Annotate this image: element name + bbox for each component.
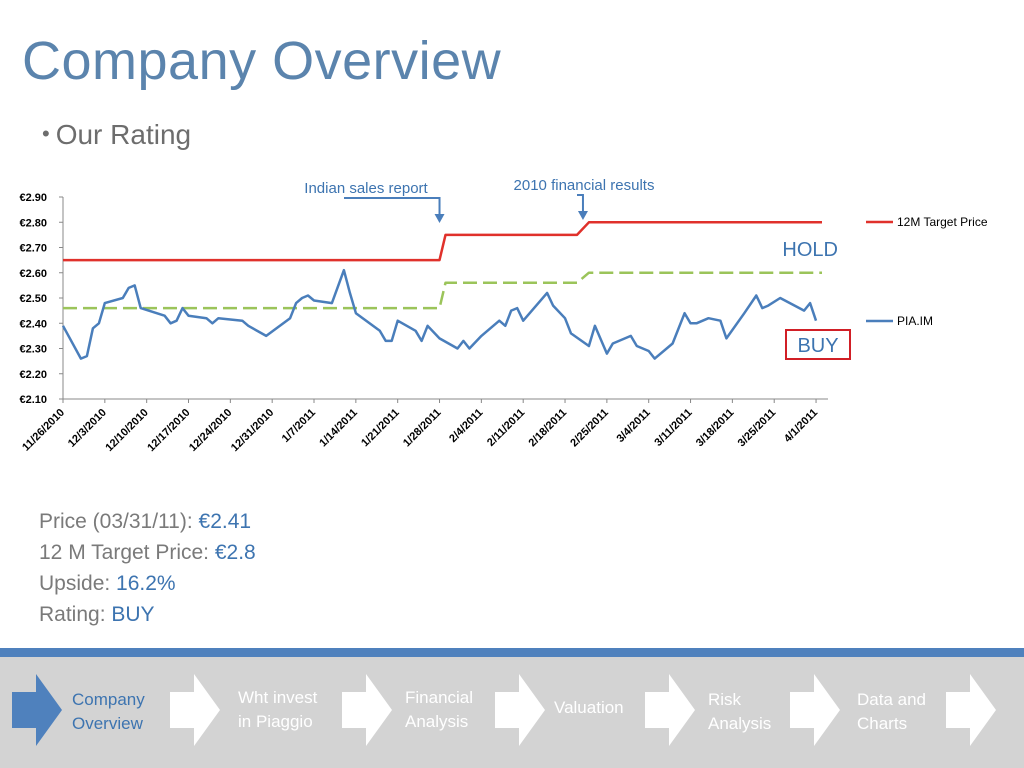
bullet-text: Our Rating	[55, 119, 192, 150]
nav-item-risk-analysis[interactable]: Risk Analysis	[708, 690, 772, 733]
price-chart: €2.10 €2.20 €2.30 €2.40 €2.50 €2.60 €2.70 €2.80…	[19, 177, 988, 454]
x-tick-label: 1/21/2011	[359, 407, 402, 450]
rating-label-hold: HOLD	[782, 239, 838, 261]
annotation-label: Indian sales report	[304, 180, 428, 197]
rating-summary: Price (03/31/11): €2.41 12 M Target Pric…	[39, 506, 256, 630]
x-tick-label: 1/14/2011	[317, 407, 360, 450]
y-tick-label: €2.60	[19, 268, 47, 280]
annotation-arrow-line	[344, 197, 441, 215]
nav-item-valuation[interactable]: Valuation	[554, 698, 624, 717]
x-tick-label: 3/11/2011	[652, 407, 694, 449]
page-title: Company Overview	[22, 31, 502, 91]
y-tick-label: €2.20	[19, 369, 47, 381]
series-line-pia-im	[61, 268, 818, 360]
x-tick-label: 2/25/2011	[568, 407, 611, 450]
x-tick-label: 1/7/2011	[280, 407, 318, 445]
x-tick-label: 2/18/2011	[526, 407, 569, 450]
nav-arrow-icon[interactable]	[170, 674, 220, 746]
annotation-arrow-head	[577, 211, 588, 220]
series-line-rating-threshold	[63, 271, 822, 310]
x-tick-label: 3/4/2011	[614, 407, 652, 445]
x-tick-label: 12/10/2010	[103, 407, 150, 454]
legend-label: PIA.IM	[897, 314, 933, 328]
upside-value: 16.2%	[116, 572, 176, 595]
price-value: €2.41	[198, 510, 252, 533]
rating-label-buy: BUY	[797, 335, 838, 357]
y-tick-label: €2.50	[19, 293, 47, 305]
x-tick-label: 12/24/2010	[187, 407, 234, 454]
price-label: Price (03/31/11):	[39, 510, 199, 533]
rating-label: Rating:	[39, 603, 112, 626]
upside-label: Upside:	[39, 572, 117, 595]
annotation-arrow-line	[577, 194, 584, 212]
x-tick-label: 2/4/2011	[447, 407, 485, 445]
section-nav-bar: Company Overview Wht invest in Piaggio Fin…	[0, 648, 1024, 768]
nav-item-why-invest[interactable]: Wht invest in Piaggio	[238, 688, 318, 731]
x-tick-label: 11/26/2010	[20, 407, 67, 454]
nav-item-data-and-charts[interactable]: Data and Charts	[857, 690, 926, 733]
nav-divider	[0, 648, 1024, 657]
target-value: €2.8	[214, 541, 256, 564]
x-tick-label: 12/17/2010	[145, 407, 192, 454]
target-row: 12 M Target Price: €2.8	[39, 537, 256, 568]
price-row: Price (03/31/11): €2.41	[39, 506, 256, 537]
x-tick-label: 12/3/2010	[66, 407, 109, 450]
nav-arrow-active-icon[interactable]	[12, 674, 62, 746]
bullet-item: • Our Rating	[42, 119, 191, 151]
y-tick-label: €2.90	[19, 192, 47, 204]
series-line-12m-target-price	[63, 221, 822, 262]
x-tick-label: 12/31/2010	[229, 407, 276, 454]
nav-item-financial-analysis[interactable]: Financial Analysis	[405, 688, 474, 731]
x-tick-label: 4/1/2011	[782, 407, 820, 445]
rating-row: Rating: BUY	[39, 599, 256, 630]
legend-label: 12M Target Price	[897, 215, 988, 229]
nav-item-company-overview[interactable]: Company Overview	[72, 690, 145, 733]
nav-arrow-icon[interactable]	[946, 674, 996, 746]
upside-row: Upside: 16.2%	[39, 568, 256, 599]
y-tick-label: €2.10	[19, 394, 47, 406]
y-tick-label: €2.30	[19, 344, 47, 356]
y-tick-label: €2.40	[19, 318, 47, 330]
annotation-label: 2010 financial results	[514, 177, 655, 194]
nav-arrow-icon[interactable]	[342, 674, 392, 746]
x-tick-label: 1/28/2011	[401, 407, 444, 450]
target-label: 12 M Target Price:	[39, 541, 215, 564]
nav-arrow-icon[interactable]	[495, 674, 545, 746]
x-tick-label: 3/25/2011	[736, 407, 779, 450]
rating-box-buy	[785, 329, 851, 360]
x-tick-label: 3/18/2011	[694, 407, 737, 450]
nav-arrow-icon[interactable]	[790, 674, 840, 746]
bullet-dot-icon: •	[42, 121, 50, 146]
y-tick-label: €2.70	[19, 243, 47, 255]
annotation-arrow-head	[434, 214, 445, 223]
x-tick-label: 2/11/2011	[485, 407, 527, 449]
rating-value: BUY	[111, 603, 155, 626]
nav-arrow-icon[interactable]	[645, 674, 695, 746]
y-tick-label: €2.80	[19, 217, 47, 229]
